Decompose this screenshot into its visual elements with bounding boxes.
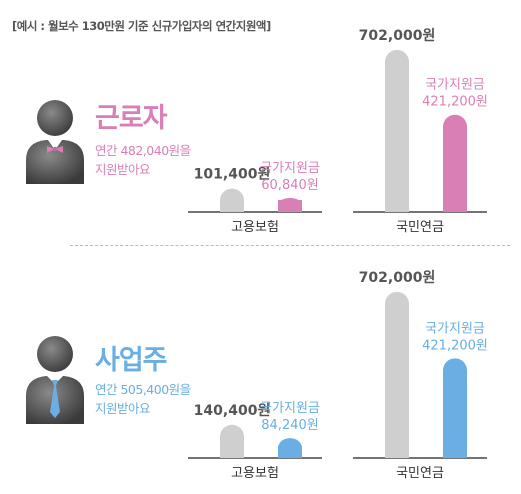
- bar-total: [385, 49, 409, 212]
- worker-bowtie-icon: [26, 100, 84, 184]
- bar-total-label: 101,400원: [194, 167, 271, 183]
- bar-support-label: 421,200원: [422, 95, 488, 110]
- category-label: 고용보험: [231, 466, 279, 481]
- employer-necktie-icon: [26, 336, 84, 424]
- bar-support-label: 84,240원: [261, 418, 318, 433]
- bar-support-label: 421,200원: [422, 338, 488, 353]
- bar-support: [443, 358, 467, 458]
- bar-support: [443, 114, 467, 212]
- bar-total-label: 140,400원: [194, 403, 271, 419]
- support-title-label: 국가지원금: [425, 78, 485, 93]
- bar-base: [443, 200, 467, 212]
- employer-desc-line2: 지원받아요: [95, 401, 151, 416]
- employer-desc-line1: 연간 505,400원을: [95, 382, 191, 397]
- bar-base: [278, 200, 302, 212]
- bar-base: [385, 446, 409, 458]
- bar-base: [443, 446, 467, 458]
- bar-base: [220, 200, 244, 212]
- category-label: 국민연금: [396, 466, 444, 481]
- section-divider: [70, 245, 510, 246]
- employer-desc: 연간 505,400원을 지원받아요: [95, 380, 191, 418]
- bar-base: [278, 446, 302, 458]
- bar-support-label: 60,840원: [261, 178, 318, 193]
- support-title-label: 국가지원금: [425, 321, 485, 336]
- bar-total-label: 702,000원: [359, 270, 436, 286]
- bar-total: [385, 291, 409, 458]
- bar-base: [385, 200, 409, 212]
- support-title-label: 국가지원금: [260, 401, 320, 416]
- bar-total-label: 702,000원: [359, 28, 436, 44]
- worker-desc-line2: 지원받아요: [95, 162, 151, 177]
- category-label: 국민연금: [396, 220, 444, 235]
- employer-title: 사업주: [95, 345, 168, 376]
- bar-base: [220, 446, 244, 458]
- category-label: 고용보험: [231, 220, 279, 235]
- worker-desc: 연간 482,040원을 지원받아요: [95, 141, 191, 179]
- example-note: [예시 : 월보수 130만원 기준 신규가입자의 연간지원액]: [12, 19, 271, 33]
- worker-title: 근로자: [95, 103, 168, 134]
- support-title-label: 국가지원금: [260, 161, 320, 176]
- worker-desc-line1: 연간 482,040원을: [95, 143, 191, 158]
